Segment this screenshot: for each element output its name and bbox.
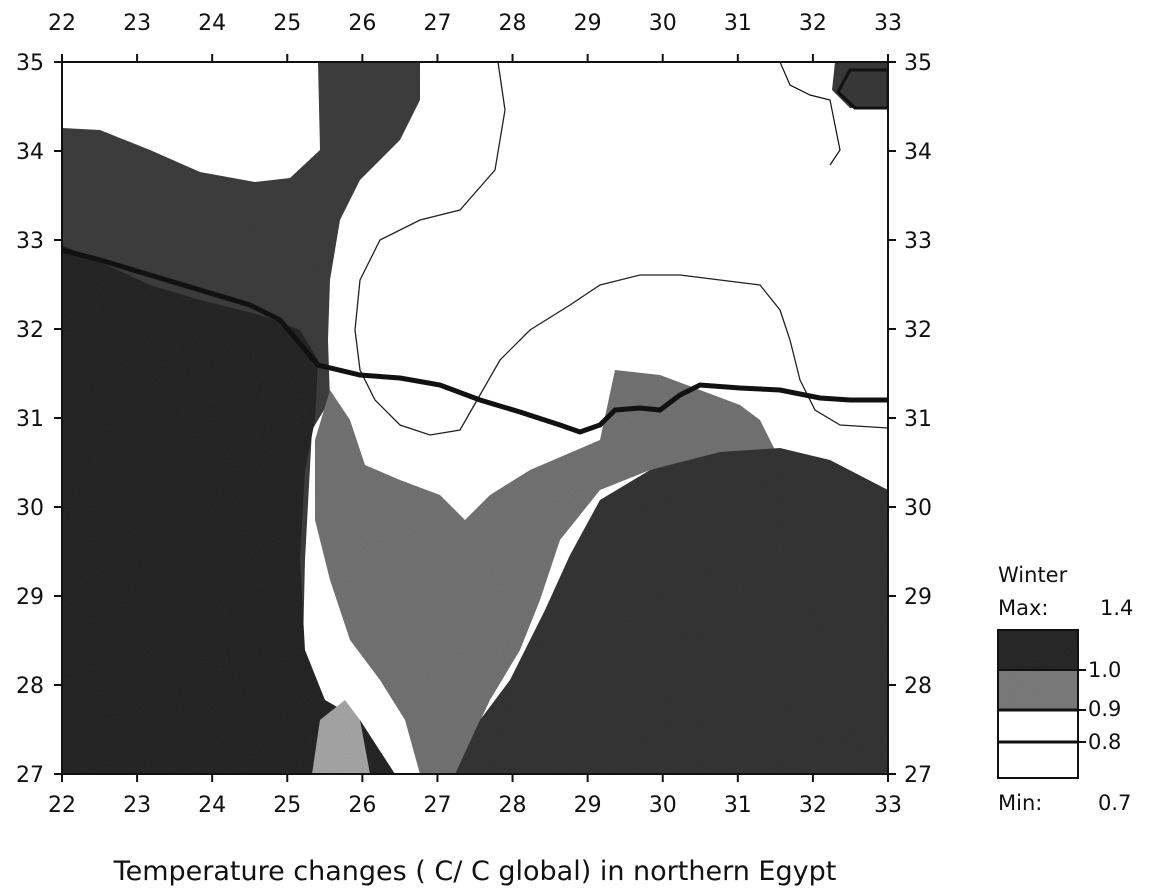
x-tick-label-bottom: 26	[348, 793, 376, 818]
y-tick-label-right: 35	[904, 51, 932, 76]
legend: Winter Max: 1.4 1.0 0.9 0.8 Min: 0.7	[997, 563, 1133, 815]
zone-medium-central	[315, 370, 775, 774]
legend-break-3: 0.8	[1088, 730, 1121, 754]
x-tick-label-bottom: 29	[574, 793, 602, 818]
x-tick-label-bottom: 31	[724, 793, 752, 818]
legend-swatch-1	[998, 630, 1078, 670]
y-tick-label-right: 28	[904, 674, 932, 699]
y-tick-label-left: 27	[16, 763, 44, 788]
legend-swatch-2	[998, 670, 1078, 710]
y-tick-label-right: 32	[904, 318, 932, 343]
y-tick-label-left: 34	[16, 140, 44, 165]
x-tick-label-bottom: 23	[123, 793, 151, 818]
legend-title: Winter	[998, 563, 1068, 587]
zone-dark-southeast	[455, 448, 888, 774]
legend-break-2: 0.9	[1088, 697, 1121, 721]
x-tick-label-top: 31	[724, 11, 752, 36]
x-tick-label-top: 30	[649, 11, 677, 36]
x-tick-label-bottom: 22	[48, 793, 76, 818]
legend-break-1: 1.0	[1088, 658, 1121, 682]
map-plot-area	[62, 62, 888, 774]
zone-light-south	[312, 700, 370, 774]
coastline-northeast	[779, 62, 841, 166]
coastline	[62, 247, 888, 435]
x-tick-label-top: 24	[198, 11, 226, 36]
legend-min-label: Min:	[998, 791, 1042, 815]
y-tick-label-right: 31	[904, 407, 932, 432]
zone-darkest-west	[62, 245, 395, 774]
x-tick-label-bottom: 33	[874, 793, 902, 818]
y-tick-label-right: 27	[904, 763, 932, 788]
y-tick-label-left: 33	[16, 229, 44, 254]
legend-box	[997, 629, 1079, 779]
legend-max-label: Max:	[998, 596, 1049, 620]
x-tick-label-bottom: 27	[423, 793, 451, 818]
x-tick-label-top: 33	[874, 11, 902, 36]
x-tick-label-bottom: 25	[273, 793, 301, 818]
isoline-north	[354, 62, 888, 436]
x-tick-label-top: 32	[799, 11, 827, 36]
x-tick-label-top: 28	[499, 11, 527, 36]
figure-caption: Temperature changes ( C/ C global) in no…	[113, 856, 837, 887]
legend-min-value: 0.7	[1098, 791, 1131, 815]
y-tick-label-right: 30	[904, 496, 932, 521]
x-tick-label-top: 22	[48, 11, 76, 36]
legend-swatch-4	[998, 742, 1078, 778]
northeast-box	[836, 68, 888, 110]
y-tick-label-right: 29	[904, 585, 932, 610]
y-tick-label-left: 28	[16, 674, 44, 699]
y-tick-label-right: 33	[904, 229, 932, 254]
x-tick-label-bottom: 24	[198, 793, 226, 818]
x-tick-label-top: 25	[273, 11, 301, 36]
x-tick-label-top: 26	[348, 11, 376, 36]
x-tick-label-top: 23	[123, 11, 151, 36]
y-tick-label-left: 35	[16, 51, 44, 76]
y-tick-label-left: 32	[16, 318, 44, 343]
x-tick-label-bottom: 28	[499, 793, 527, 818]
x-tick-label-bottom: 32	[799, 793, 827, 818]
legend-swatch-3	[998, 710, 1078, 742]
legend-max-value: 1.4	[1100, 596, 1133, 620]
y-tick-label-right: 34	[904, 140, 932, 165]
y-tick-label-left: 31	[16, 407, 44, 432]
y-tick-label-left: 30	[16, 496, 44, 521]
axis-ticks: 22 22 23 23 24 24 25 25 26 26 27 27 28 28 29 29 30 30 31 31…	[16, 11, 932, 818]
zone-dark-northeast	[832, 62, 888, 108]
y-tick-label-left: 29	[16, 585, 44, 610]
x-tick-label-bottom: 30	[649, 793, 677, 818]
x-tick-label-top: 29	[574, 11, 602, 36]
x-tick-label-top: 27	[423, 11, 451, 36]
